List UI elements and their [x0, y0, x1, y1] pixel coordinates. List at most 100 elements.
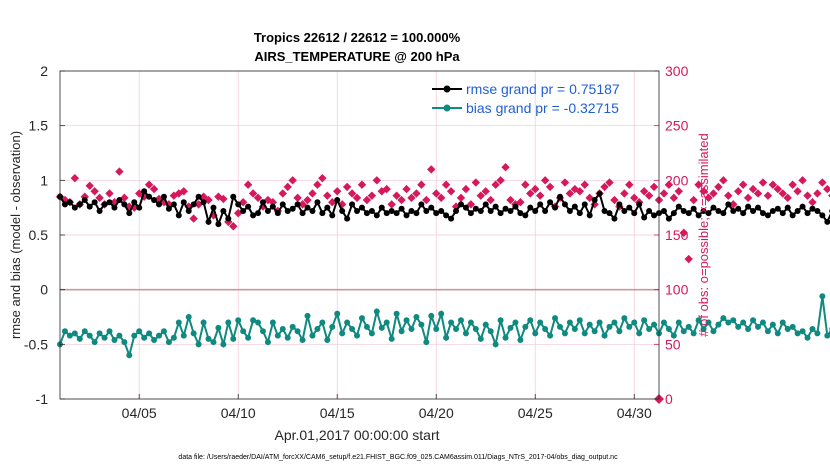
- obs-assimilated-marker: [90, 187, 99, 196]
- obs-assimilated-marker: [422, 195, 431, 205]
- rmse-point: [819, 212, 826, 219]
- bias-point: [566, 319, 573, 326]
- rmse-point: [170, 201, 177, 208]
- rmse-point: [378, 204, 385, 211]
- bias-point: [482, 321, 489, 328]
- obs-assimilated-marker: [560, 178, 570, 187]
- rmse-point: [809, 205, 816, 212]
- chart-title-line2: AIRS_TEMPERATURE @ 200 hPa: [254, 49, 460, 64]
- bias-point: [646, 326, 653, 333]
- bias-point: [507, 324, 514, 331]
- rmse-point: [274, 210, 281, 217]
- rmse-point: [552, 204, 559, 211]
- rmse-point: [779, 210, 786, 217]
- obs-assimilated-marker: [402, 184, 411, 194]
- bias-point: [354, 332, 361, 339]
- rmse-point: [453, 207, 460, 214]
- obs-assimilated-marker: [734, 187, 743, 196]
- bias-point: [284, 334, 291, 341]
- rmse-point: [210, 204, 217, 211]
- rmse-point: [462, 204, 469, 211]
- bias-point: [279, 326, 286, 333]
- obs-assimilated-marker: [540, 176, 550, 185]
- obs-assimilated-marker: [783, 193, 792, 203]
- rmse-point: [255, 210, 262, 217]
- obs-assimilated-marker: [798, 176, 807, 185]
- bias-point: [794, 330, 801, 337]
- obs-assimilated-marker: [738, 180, 748, 189]
- rmse-point: [537, 201, 544, 208]
- rmse-point: [502, 205, 509, 212]
- y-axis-label-left: rmse and bias (model - observation): [8, 131, 23, 339]
- rmse-point: [695, 212, 702, 219]
- rmse-point: [398, 205, 405, 212]
- rmse-point: [705, 210, 712, 217]
- bias-point: [210, 339, 217, 346]
- bias-point: [517, 336, 524, 343]
- bias-point: [195, 341, 202, 348]
- obs-assimilated-marker: [342, 182, 352, 192]
- x-tick-label: 04/15: [320, 405, 355, 421]
- rmse-point: [66, 199, 73, 206]
- bias-point: [710, 328, 717, 335]
- rmse-point: [814, 207, 821, 214]
- rmse-point: [408, 207, 415, 214]
- obs-assimilated-marker: [610, 195, 619, 205]
- obs-assimilated-marker: [248, 189, 258, 198]
- bias-point: [131, 332, 138, 339]
- rmse-point: [334, 197, 341, 204]
- obs-assimilated-marker: [382, 184, 391, 194]
- obs-assimilated-marker: [392, 191, 401, 200]
- rmse-point: [561, 201, 568, 208]
- bias-point: [91, 339, 98, 346]
- obs-assimilated-marker: [501, 163, 510, 172]
- obs-assimilated-marker: [60, 195, 70, 205]
- obs-assimilated-marker: [763, 191, 773, 200]
- obs-assimilated-marker: [229, 222, 238, 231]
- bias-point: [611, 319, 618, 326]
- rmse-point: [423, 207, 430, 214]
- obs-assimilated-marker: [516, 198, 525, 207]
- rmse-point: [235, 201, 242, 208]
- bias-point: [215, 324, 222, 331]
- obs-assimilated-marker: [461, 184, 471, 194]
- obs-assimilated-marker: [367, 191, 377, 200]
- obs-assimilated-marker: [149, 184, 159, 194]
- obs-assimilated-marker: [85, 181, 94, 190]
- rmse-point: [542, 207, 549, 214]
- bias-point: [680, 328, 687, 335]
- bias-point: [477, 335, 484, 342]
- rmse-point: [685, 210, 692, 217]
- obs-assimilated-marker: [605, 178, 614, 187]
- obs-assimilated-marker: [436, 193, 446, 203]
- bias-point: [755, 323, 762, 330]
- bias-point: [631, 319, 638, 326]
- rmse-point: [477, 207, 484, 214]
- bias-point: [492, 341, 499, 348]
- rmse-point: [146, 193, 153, 200]
- rmse-point: [720, 210, 727, 217]
- bias-point: [205, 335, 212, 342]
- rmse-point: [512, 203, 519, 210]
- obs-assimilated-marker: [793, 187, 802, 196]
- rmse-point: [190, 201, 197, 208]
- y-tick-label-left: -0.5: [24, 336, 48, 352]
- x-tick-label: 04/20: [419, 405, 454, 421]
- obs-assimilated-marker: [768, 180, 778, 189]
- rmse-point: [621, 207, 628, 214]
- bias-point: [641, 317, 648, 324]
- y-axis-label-right: # of obs: o=possible; ×=assimilated: [696, 133, 711, 336]
- legend-bias-label: bias grand pr = -0.32715: [466, 100, 619, 116]
- bias-point: [670, 332, 677, 339]
- rmse-point: [547, 199, 554, 206]
- y-tick-label-right: 100: [665, 282, 689, 298]
- obs-assimilated-marker: [570, 184, 580, 194]
- chart-title-line1: Tropics 22612 / 22612 = 100.000%: [254, 30, 461, 45]
- obs-assimilated-marker: [253, 193, 263, 203]
- rmse-point: [160, 193, 167, 200]
- rmse-point: [755, 204, 762, 211]
- rmse-point: [71, 204, 78, 211]
- bias-point: [319, 319, 326, 326]
- obs-assimilated-marker: [684, 254, 693, 264]
- rmse-point: [175, 212, 182, 219]
